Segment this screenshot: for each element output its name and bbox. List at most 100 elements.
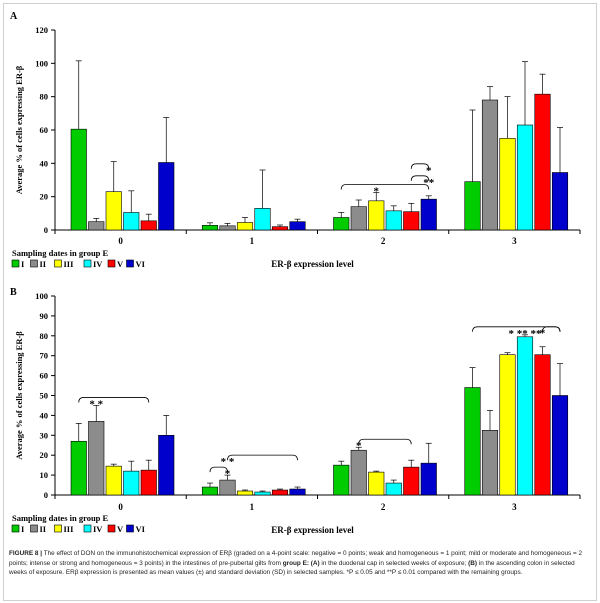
panel-b-significance-bracket	[358, 438, 412, 445]
panel-b-significance-bracket	[209, 466, 228, 473]
panel-b-legend-label: IV	[93, 524, 103, 534]
panel-a-legend-label: IV	[93, 259, 103, 269]
figure-caption: FIGURE 8 | The effect of DON on the immu…	[9, 549, 594, 578]
panel-a-bar-vi	[420, 198, 437, 231]
panel-a-x-tick-label: 2	[381, 236, 386, 246]
panel-b-legend-swatch-ii	[30, 524, 38, 533]
panel-a-significance-label: **	[423, 177, 435, 189]
panel-a-y-tick-label: 0	[44, 225, 48, 235]
panel-b-bar-v	[403, 466, 420, 496]
panel-b-bar-vi	[551, 395, 569, 496]
panel-b-legend-swatch-iv	[83, 524, 92, 533]
panel-b-x-tick-label: 2	[381, 502, 386, 512]
caption-text-1: The effect of DON on the immunohistochem…	[9, 550, 583, 567]
panel-b-bar-v	[271, 489, 289, 496]
panel-b-bar-i	[70, 440, 87, 496]
panel-b-bar-vi	[158, 434, 175, 496]
panel-a-bar-i	[70, 128, 87, 231]
panel-b-significance-label: *	[356, 440, 362, 452]
panel-a-bar-v	[534, 93, 551, 231]
panel-a-bar-ii	[88, 221, 105, 231]
panel-a-y-tick-label: 20	[40, 192, 49, 202]
panel-b-bar-i	[464, 387, 481, 496]
panel-a-bar-iii	[105, 191, 122, 231]
panel-b-bar-ii	[481, 430, 499, 496]
panel-b-bar-ii	[219, 479, 236, 496]
caption-figure-label: FIGURE 8 |	[9, 550, 43, 557]
panel-a-y-tick-label: 100	[35, 58, 48, 68]
panel-a-y-tick-label: 80	[40, 92, 49, 102]
panel-a-bar-i	[333, 217, 350, 231]
panel-a-significance-bracket	[340, 184, 430, 190]
panel-a-legend-label: I	[21, 259, 25, 269]
panel-b-bar-iii	[368, 471, 385, 496]
panel-b-y-tick-label: 60	[40, 371, 49, 381]
panel-b-legend-swatch-iii	[54, 524, 62, 533]
caption-text-3: in the ascending colon in selected weeks…	[9, 559, 575, 577]
panel-b-x-axis-title: ER-β expression level	[271, 525, 354, 535]
panel-a-y-tick-label: 60	[40, 125, 49, 135]
panel-a-legend-swatch-iii	[54, 259, 62, 268]
panel-a-significance-bracket	[410, 163, 430, 169]
panel-a-bar-iv	[123, 212, 140, 231]
panel-a-bar-iii	[499, 138, 516, 231]
panel-b-legend-title: Sampling dates in group E	[12, 513, 109, 523]
panel-b-y-tick-label: 80	[40, 331, 49, 341]
panel-b-legend-swatch-i	[11, 524, 20, 533]
panel-b-y-tick-label: 20	[40, 450, 49, 460]
panel-b-y-tick-label: 50	[40, 391, 49, 401]
panel-b-significance-label: *	[225, 468, 231, 480]
panel-b-label: B	[10, 287, 17, 298]
panel-b-y-tick-label: 90	[40, 311, 49, 321]
panel-b-legend-swatch-vi	[126, 524, 134, 533]
panel-b-significance-label: * *	[221, 456, 235, 468]
panel-a-x-tick-label: 3	[512, 236, 517, 246]
caption-panel-b: (B)	[468, 559, 478, 567]
panel-b-bar-vi	[420, 462, 437, 496]
panel-b-bar-iv	[123, 470, 140, 496]
panel-a-x-tick-label: 1	[250, 236, 255, 246]
panel-a-bar-iii	[368, 200, 385, 231]
panel-a-legend-label: VI	[136, 259, 146, 269]
panel-b-significance-bracket	[227, 454, 298, 461]
panel-a-legend-label: V	[117, 259, 124, 269]
panel-b-significance-label: *	[540, 328, 546, 340]
panel-a-bar-ii	[350, 206, 367, 231]
panel-a-bar-iii	[236, 222, 254, 231]
panel-a-bar-vi	[289, 221, 306, 231]
panel-b-y-tick-label: 100	[35, 291, 48, 301]
panel-b-x-tick-label: 3	[512, 502, 517, 512]
panel-b-bar-i	[333, 464, 350, 496]
panel-a-legend-label: III	[64, 259, 75, 269]
panel-b-bar-ii	[88, 421, 105, 496]
panel-b-legend-label: II	[40, 524, 47, 534]
panel-a-bar-vi	[551, 172, 569, 231]
panel-b-bar-v	[140, 469, 157, 496]
panel-b-significance-bracket	[78, 397, 150, 403]
panel-a-bar-iv	[385, 210, 402, 231]
panel-b-legend-swatch-v	[107, 524, 116, 533]
panel-b-bar-iv	[254, 491, 271, 496]
panel-b-bar-i	[201, 486, 219, 496]
caption-group: group E: (A)	[282, 559, 320, 567]
panel-b-bar-iii	[499, 354, 516, 496]
panel-a-legend-swatch-ii	[30, 259, 38, 268]
panel-a-legend-swatch-v	[107, 259, 116, 268]
panel-a-bar-v	[140, 220, 157, 231]
panel-b-bar-iii	[236, 490, 254, 496]
panel-b-legend-label: V	[117, 524, 124, 534]
panel-a-significance-bracket	[410, 175, 430, 181]
panel-b-y-tick-label: 30	[40, 430, 49, 440]
panel-a-x-axis-title: ER-β expression level	[271, 259, 354, 269]
panel-a-x-tick-label: 0	[118, 236, 123, 246]
panel-a-bar-ii	[219, 225, 236, 231]
panel-a-bar-v	[271, 226, 289, 231]
panel-b-legend-label: VI	[136, 524, 146, 534]
panel-a-bar-iv	[254, 208, 271, 231]
panel-a-legend-label: II	[40, 259, 47, 269]
panel-a-bar-i	[201, 225, 219, 231]
panel-b-bar-iv	[385, 482, 402, 496]
panel-a-legend-swatch-iv	[83, 259, 92, 268]
panel-a-bar-i	[464, 181, 481, 231]
panel-a-legend-swatch-i	[11, 259, 20, 268]
